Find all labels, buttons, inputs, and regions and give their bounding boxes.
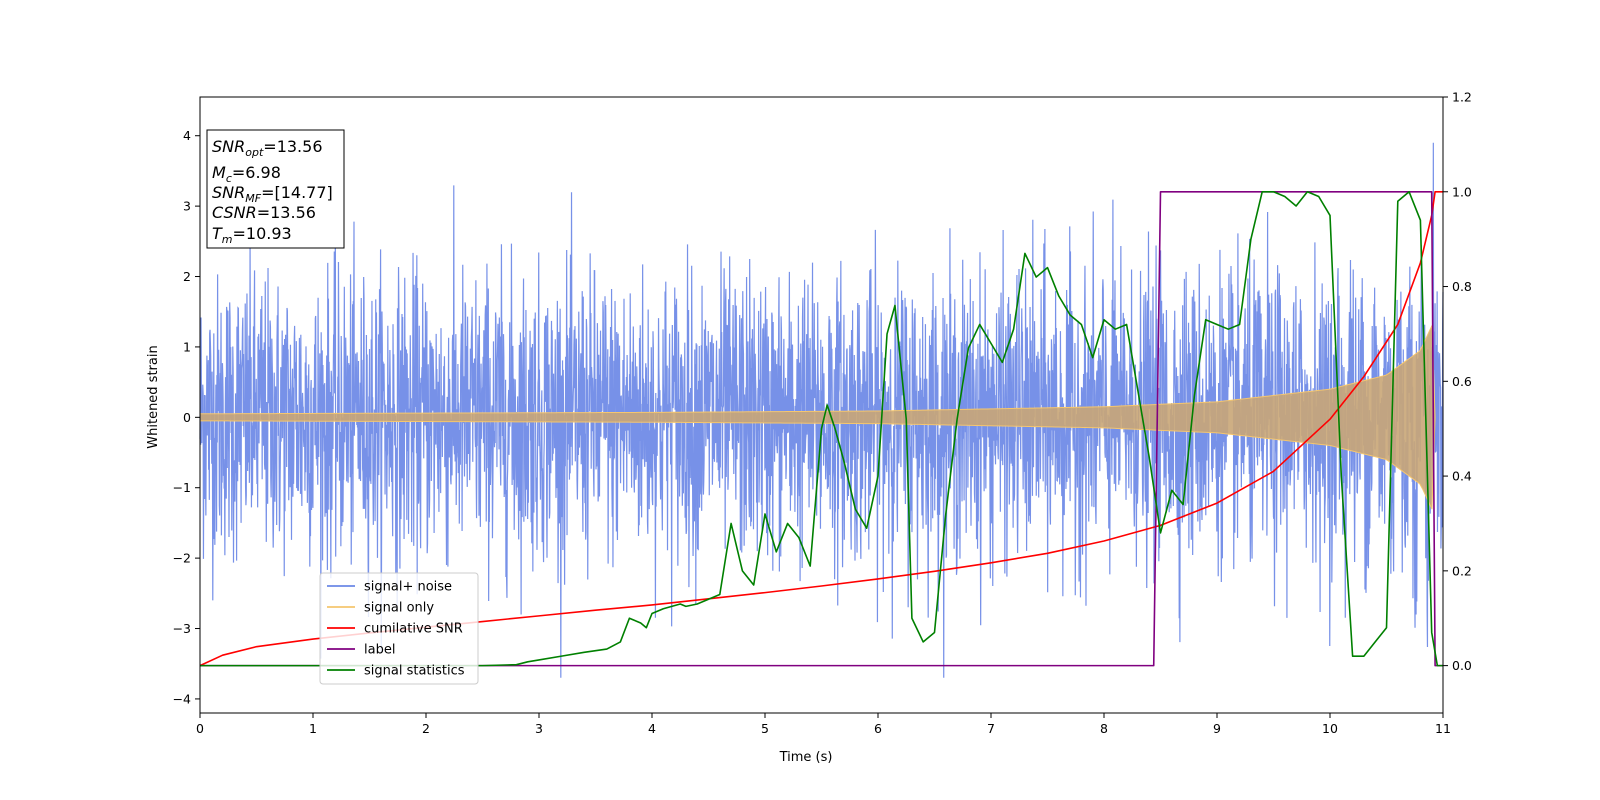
x-tick-label: 7	[987, 721, 995, 736]
info-csnr: CSNR=13.56	[212, 203, 316, 222]
x-tick-label: 4	[648, 721, 656, 736]
legend-label: signal+ noise	[364, 580, 452, 595]
x-tick-label: 6	[874, 721, 882, 736]
y-tick-label: −1	[173, 480, 191, 495]
info-box: SNRopt=13.56 Mc=6.98 SNRMF=[14.77] CSNR=…	[206, 129, 345, 249]
y-tick-label: 1	[183, 339, 191, 354]
signal-statistics-line	[200, 190, 1443, 667]
x-axis-label: Time (s)	[779, 750, 833, 765]
x-tick-label: 0	[196, 721, 204, 736]
info-box-frame	[206, 129, 345, 249]
legend-label: cumilative SNR	[364, 622, 463, 637]
y-axis-label: Whitened strain	[146, 345, 161, 448]
info-snr-opt: SNRopt=13.56	[212, 137, 323, 159]
y-tick-label: 4	[183, 128, 191, 143]
y-tick-label: 0	[183, 410, 191, 425]
plot-frame	[199, 96, 1444, 714]
info-snr-mf: SNRMF=[14.77]	[212, 183, 333, 205]
y2-tick-label: 0.0	[1452, 658, 1472, 673]
y2-tick-label: 1.0	[1452, 184, 1472, 199]
x-tick-label: 8	[1100, 721, 1108, 736]
y2-tick-label: 1.2	[1452, 90, 1472, 105]
legend-frame	[319, 572, 479, 685]
y2-tick-label: 0.4	[1452, 469, 1472, 484]
x-tick-label: 11	[1435, 721, 1451, 736]
y2-tick-label: 0.2	[1452, 563, 1472, 578]
x-tick-label: 5	[761, 721, 769, 736]
x-tick-label: 2	[422, 721, 430, 736]
axes: 0 1 2 3 4 5 6 7 8 9 10 11 −4 −3 −2 −1 0 1 2 3 4 0.0 0.2 0.4 0.6 0…	[173, 90, 1472, 737]
legend-label: signal only	[364, 601, 434, 616]
y2-tick-label: 0.8	[1452, 279, 1472, 294]
info-tm: Tm=10.93	[212, 224, 292, 246]
y2-tick-label: 0.6	[1452, 374, 1472, 389]
info-mc: Mc=6.98	[212, 163, 281, 185]
x-tick-label: 9	[1213, 721, 1221, 736]
legend-label: label	[364, 643, 395, 658]
y-tick-label: 2	[183, 269, 191, 284]
label-line	[200, 190, 1443, 667]
y-tick-label: −4	[173, 691, 191, 706]
y-tick-label: −3	[173, 621, 191, 636]
y-tick-label: −2	[173, 551, 191, 566]
y-tick-label: 3	[183, 199, 191, 214]
x-tick-label: 10	[1322, 721, 1338, 736]
x-tick-label: 3	[535, 721, 543, 736]
x-tick-label: 1	[309, 721, 317, 736]
legend: signal+ noise signal only cumilative SNR la…	[319, 572, 479, 685]
legend-label: signal statistics	[364, 664, 465, 679]
